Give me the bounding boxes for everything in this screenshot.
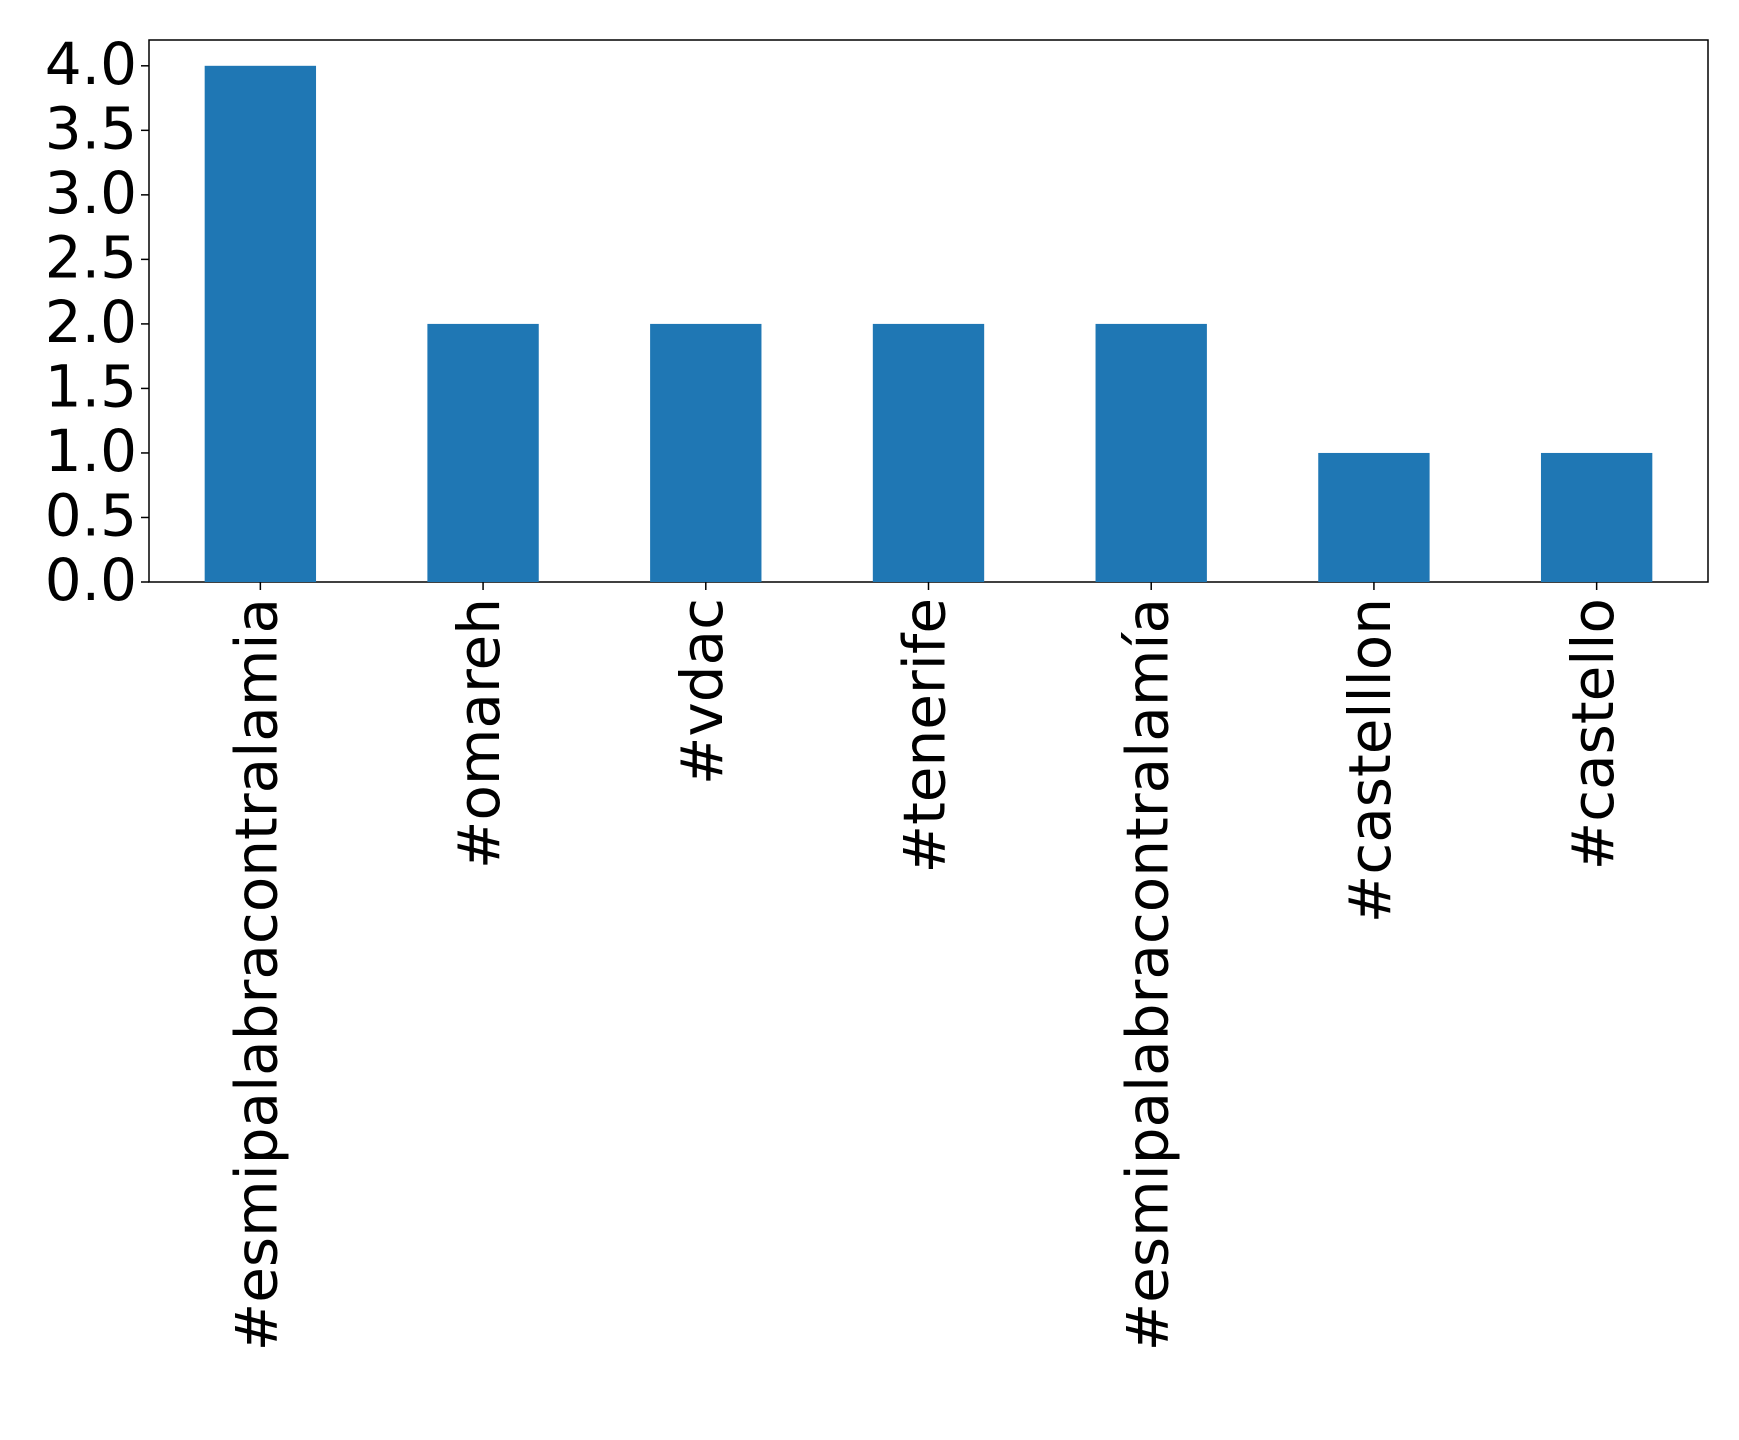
- bar: [1095, 323, 1207, 582]
- x-tick-label: #castelllon: [1336, 598, 1404, 923]
- bar: [1318, 452, 1430, 582]
- bar: [1540, 452, 1653, 582]
- bar: [650, 323, 762, 582]
- x-tick-label: #castello: [1559, 598, 1627, 870]
- y-tick-label: 4.0: [45, 30, 137, 98]
- bar: [427, 323, 539, 582]
- y-tick-label: 2.0: [45, 288, 137, 356]
- y-tick-label: 1.0: [45, 417, 137, 485]
- y-tick-label: 2.5: [45, 223, 137, 291]
- x-tick-label: #tenerife: [891, 598, 959, 874]
- x-tick-label: #omareh: [445, 598, 513, 869]
- x-tick-label: #esmipalabracontralamía: [1113, 598, 1181, 1351]
- bar: [872, 323, 985, 582]
- bar: [204, 65, 317, 583]
- y-tick-label: 3.5: [45, 94, 137, 162]
- y-tick-label: 3.0: [45, 159, 137, 227]
- y-tick-label: 0.5: [45, 482, 137, 550]
- y-tick-label: 0.0: [45, 546, 137, 614]
- y-tick-label: 1.5: [45, 353, 137, 421]
- x-tick-label: #vdac: [668, 598, 736, 785]
- x-tick-label: #esmipalabracontralamia: [222, 598, 290, 1351]
